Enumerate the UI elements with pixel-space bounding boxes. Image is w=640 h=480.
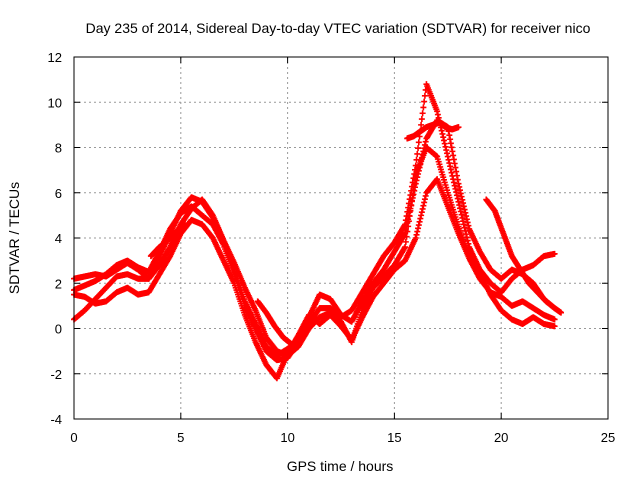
data-point xyxy=(406,213,413,220)
y-tick-label: -4 xyxy=(50,412,62,427)
x-axis-title: GPS time / hours xyxy=(287,458,394,474)
x-tick-label: 15 xyxy=(387,430,401,445)
data-point xyxy=(418,121,425,128)
x-tick-label: 5 xyxy=(177,430,184,445)
data-point xyxy=(405,218,412,225)
data-point xyxy=(402,238,409,245)
data-point xyxy=(415,139,422,146)
y-axis-title: SDTVAR / TECUs xyxy=(6,182,22,294)
data-point xyxy=(551,316,558,323)
data-point xyxy=(418,116,425,123)
x-tick-label: 0 xyxy=(70,430,77,445)
data-point xyxy=(411,176,418,183)
series-track-8 xyxy=(254,298,295,348)
y-tick-label: 10 xyxy=(48,95,62,110)
data-point xyxy=(421,98,428,105)
data-point xyxy=(409,192,416,199)
data-point xyxy=(407,207,414,214)
data-point xyxy=(404,228,411,235)
data-point xyxy=(410,187,417,194)
y-tick-label: 2 xyxy=(55,276,62,291)
y-tick-label: 8 xyxy=(55,141,62,156)
series-track-2 xyxy=(71,117,558,364)
series-track-5 xyxy=(404,119,462,142)
data-point xyxy=(403,233,410,240)
chart-title: Day 235 of 2014, Sidereal Day-to-day VTE… xyxy=(86,20,591,36)
series-track-6 xyxy=(483,196,565,316)
data-point xyxy=(551,323,558,330)
data-point xyxy=(558,309,565,316)
data-point xyxy=(413,156,420,163)
data-point xyxy=(414,150,421,157)
y-tick-label: -2 xyxy=(50,367,62,382)
y-tick-label: 12 xyxy=(48,50,62,65)
x-tick-label: 25 xyxy=(601,430,615,445)
y-axis-ticks: -4 -2 0 2 4 6 8 10 12 xyxy=(48,50,608,427)
data-point xyxy=(411,181,418,188)
data-point xyxy=(408,197,415,204)
y-tick-label: 4 xyxy=(55,231,62,246)
series-track-3 xyxy=(71,144,558,359)
x-axis-ticks: 0 5 10 15 20 25 xyxy=(70,57,615,445)
data-point xyxy=(551,250,558,257)
data-point xyxy=(455,124,462,131)
data-point xyxy=(402,244,409,251)
data-markers xyxy=(71,81,565,382)
data-point xyxy=(415,145,422,152)
data-point xyxy=(405,223,412,230)
data-point xyxy=(182,221,189,228)
data-point xyxy=(288,341,295,348)
y-tick-label: 0 xyxy=(55,322,62,337)
data-point xyxy=(419,110,426,117)
x-tick-label: 10 xyxy=(280,430,294,445)
series-track-7 xyxy=(147,221,189,260)
data-point xyxy=(408,202,415,209)
data-point xyxy=(420,104,427,111)
data-point xyxy=(421,92,428,99)
x-tick-label: 20 xyxy=(494,430,508,445)
grid-lines xyxy=(74,57,608,419)
y-tick-label: 6 xyxy=(55,186,62,201)
